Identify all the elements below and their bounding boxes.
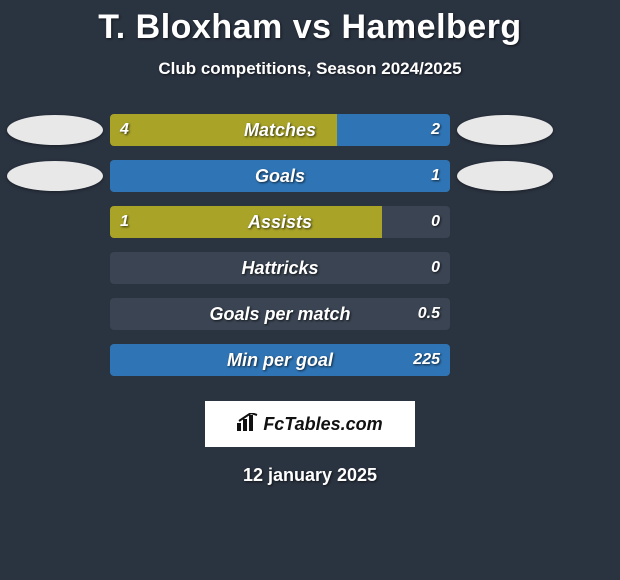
metric-row: Assists10: [0, 199, 620, 245]
player-right-badge: [457, 115, 553, 145]
player-right-badge: [457, 161, 553, 191]
metric-bar: Min per goal225: [110, 344, 450, 376]
metric-row: Goals per match0.5: [0, 291, 620, 337]
bar-right-segment: [110, 344, 450, 376]
player-left-badge-slot: [0, 161, 110, 191]
bar-right-segment: [337, 114, 450, 146]
metric-bar: Matches42: [110, 114, 450, 146]
player-left-badge-slot: [0, 115, 110, 145]
player-right-badge-slot: [450, 115, 560, 145]
player-left-badge: [7, 161, 103, 191]
logo-text: FcTables.com: [263, 414, 382, 435]
fctables-logo: FcTables.com: [205, 401, 415, 447]
bar-right-segment: [110, 160, 450, 192]
bar-left-segment: [110, 114, 337, 146]
bar-left-segment: [110, 206, 382, 238]
metric-bar: Assists10: [110, 206, 450, 238]
metric-row: Goals1: [0, 153, 620, 199]
page-title: T. Bloxham vs Hamelberg: [0, 0, 620, 47]
comparison-chart: Matches42 Goals1 Assists10 Hattricks0 Goals …: [0, 107, 620, 383]
bar-empty-segment: [110, 298, 450, 330]
metric-row: Hattricks0: [0, 245, 620, 291]
page-subtitle: Club competitions, Season 2024/2025: [0, 59, 620, 79]
snapshot-date: 12 january 2025: [0, 465, 620, 486]
metric-bar: Goals per match0.5: [110, 298, 450, 330]
bar-empty-segment: [382, 206, 450, 238]
metric-bar: Hattricks0: [110, 252, 450, 284]
chart-icon: [237, 413, 259, 436]
player-right-badge-slot: [450, 161, 560, 191]
bar-empty-segment: [110, 252, 450, 284]
player-left-badge: [7, 115, 103, 145]
metric-bar: Goals1: [110, 160, 450, 192]
metric-row: Matches42: [0, 107, 620, 153]
metric-row: Min per goal225: [0, 337, 620, 383]
